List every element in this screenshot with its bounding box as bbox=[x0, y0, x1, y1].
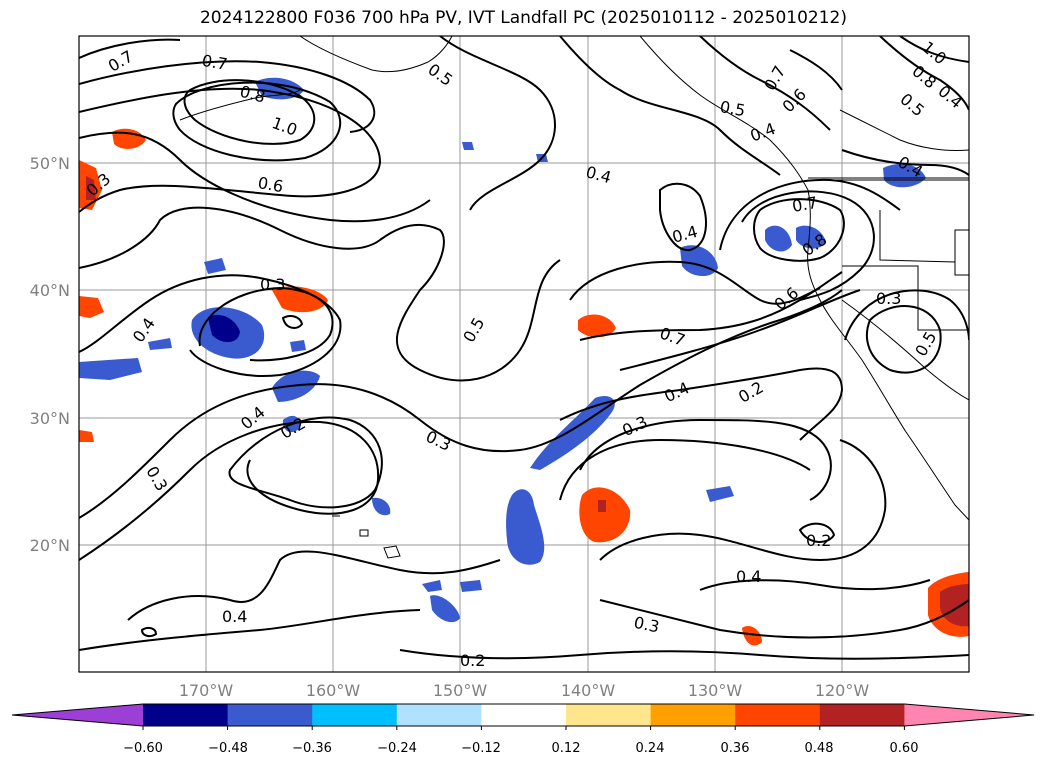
colorbar-tick-label: 0.24 bbox=[636, 741, 665, 756]
contour-label: 0.7 bbox=[200, 51, 228, 74]
colorbar-tick-label: 0.60 bbox=[890, 741, 919, 756]
colorbar-tick-label: 0.36 bbox=[721, 741, 750, 756]
colorbar-segment bbox=[819, 704, 905, 726]
graticule bbox=[79, 36, 969, 672]
colorbar-segment bbox=[481, 704, 567, 726]
lat-tick-label: 20°N bbox=[30, 536, 70, 555]
colorbar-extend-max bbox=[904, 704, 1034, 726]
contour-label: 0.3 bbox=[632, 613, 661, 637]
neg-patch bbox=[422, 580, 442, 592]
lon-tick-label: 140°W bbox=[561, 681, 616, 700]
neg-patch bbox=[372, 497, 391, 516]
lon-tick-label: 170°W bbox=[179, 681, 234, 700]
colorbar-extend-min bbox=[12, 704, 143, 726]
colorbar-tick-label: −0.60 bbox=[123, 741, 163, 756]
contour-label: 0.7 bbox=[791, 193, 819, 216]
latitude-ticks: 50°N 40°N 30°N 20°N bbox=[30, 154, 70, 555]
colorbar-segment bbox=[396, 704, 482, 726]
contour-label: 0.2 bbox=[460, 651, 485, 670]
neg-patch bbox=[506, 489, 545, 565]
colorbar-tick-label: 0.48 bbox=[805, 741, 834, 756]
map-border bbox=[78, 35, 970, 673]
neg-patch bbox=[530, 395, 615, 470]
lon-tick-label: 130°W bbox=[688, 681, 743, 700]
neg-patch bbox=[460, 580, 482, 592]
neg-patch bbox=[290, 340, 306, 352]
pv-contours bbox=[79, 36, 969, 660]
contour-label: 0.5 bbox=[718, 97, 746, 120]
colorbar-tick-label: −0.36 bbox=[292, 741, 332, 756]
neg-patch bbox=[208, 314, 240, 343]
map-title: 2024122800 F036 700 hPa PV, IVT Landfall… bbox=[199, 8, 847, 28]
pos-patch bbox=[86, 176, 96, 200]
colorbar-segment bbox=[227, 704, 313, 726]
colorbar-segment bbox=[650, 704, 736, 726]
pos-patch bbox=[742, 625, 762, 646]
contour-label: 0.4 bbox=[222, 607, 247, 626]
pos-patch bbox=[79, 430, 94, 442]
neg-patch bbox=[706, 486, 734, 502]
colorbar-tick-label: −0.48 bbox=[208, 741, 248, 756]
lon-tick-label: 120°W bbox=[815, 681, 870, 700]
pos-patch bbox=[272, 286, 328, 313]
lat-tick-label: 40°N bbox=[30, 281, 70, 300]
neg-patch bbox=[765, 225, 792, 252]
lon-tick-label: 160°W bbox=[306, 681, 361, 700]
colorbar-segment bbox=[566, 704, 652, 726]
pos-patch bbox=[578, 314, 616, 338]
lat-tick-label: 30°N bbox=[30, 409, 70, 428]
contour-label: 0.3 bbox=[260, 275, 285, 294]
colorbar bbox=[11, 703, 1035, 730]
colorbar-tick-label: −0.12 bbox=[461, 741, 501, 756]
contour-label: 0.4 bbox=[736, 567, 761, 586]
pos-patch bbox=[79, 296, 104, 318]
pos-patch bbox=[579, 487, 631, 543]
neg-patch bbox=[79, 358, 142, 380]
lon-tick-label: 150°W bbox=[433, 681, 488, 700]
neg-patch bbox=[796, 225, 826, 249]
neg-patch bbox=[148, 338, 172, 350]
colorbar-segment bbox=[143, 704, 229, 726]
longitude-ticks: 170°W 160°W 150°W 140°W 130°W 120°W bbox=[179, 681, 870, 700]
coastlines bbox=[179, 36, 969, 559]
pos-patch bbox=[112, 128, 146, 149]
pos-patch bbox=[940, 584, 969, 627]
lat-tick-label: 50°N bbox=[30, 154, 70, 173]
contour-label: 0.3 bbox=[876, 289, 901, 308]
contour-label: 0.6 bbox=[256, 173, 284, 196]
neg-patch bbox=[883, 163, 926, 188]
colorbar-tick-label: −0.24 bbox=[377, 741, 417, 756]
colorbar-segment bbox=[735, 704, 821, 726]
neg-patch bbox=[462, 142, 474, 150]
colorbar-segment bbox=[312, 704, 398, 726]
colorbar-labels: −0.60 −0.48 −0.36 −0.24 −0.12 0.12 0.24 … bbox=[123, 741, 918, 756]
neg-patch bbox=[430, 595, 460, 623]
contour-label: 0.2 bbox=[806, 531, 831, 550]
neg-patch bbox=[204, 258, 226, 274]
pos-patch bbox=[598, 500, 606, 512]
colorbar-tick-label: 0.12 bbox=[552, 741, 581, 756]
